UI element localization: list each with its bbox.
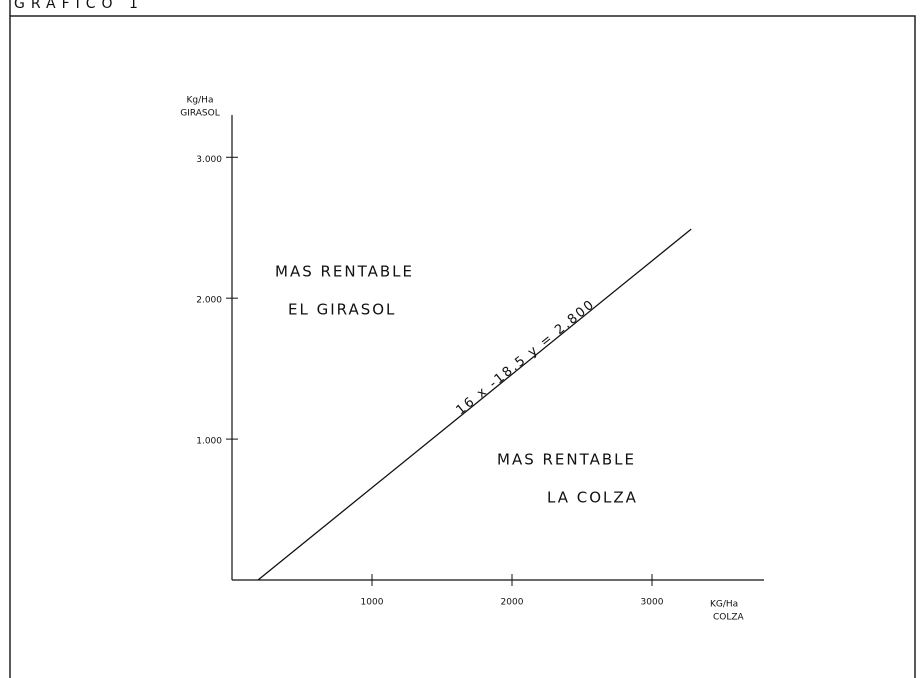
annotation: EL GIRASOL bbox=[288, 301, 396, 319]
annotation: MAS RENTABLE bbox=[275, 263, 414, 281]
y-axis-label: Kg/Ha bbox=[187, 96, 214, 106]
x-tick-label: 1000 bbox=[361, 598, 384, 608]
data-line bbox=[257, 228, 692, 581]
x-tick-label: 2000 bbox=[501, 598, 524, 608]
y-tick-label: 1.000 bbox=[196, 437, 222, 447]
x-axis-label: KG/Ha bbox=[710, 600, 738, 610]
x-tick-label: 3000 bbox=[641, 598, 664, 608]
y-tick-label: 2.000 bbox=[196, 296, 222, 306]
x-axis-label: COLZA bbox=[713, 613, 745, 623]
line-label: 16 x -18.5 y = 2.800 bbox=[453, 297, 598, 418]
frame bbox=[9, 15, 916, 678]
y-tick-label: 3.000 bbox=[196, 155, 222, 165]
annotation: MAS RENTABLE bbox=[497, 451, 636, 469]
y-axis-label: GIRASOL bbox=[180, 109, 220, 119]
annotation: LA COLZA bbox=[547, 489, 638, 507]
chart-title: GRAFICO 1 bbox=[14, 0, 144, 12]
